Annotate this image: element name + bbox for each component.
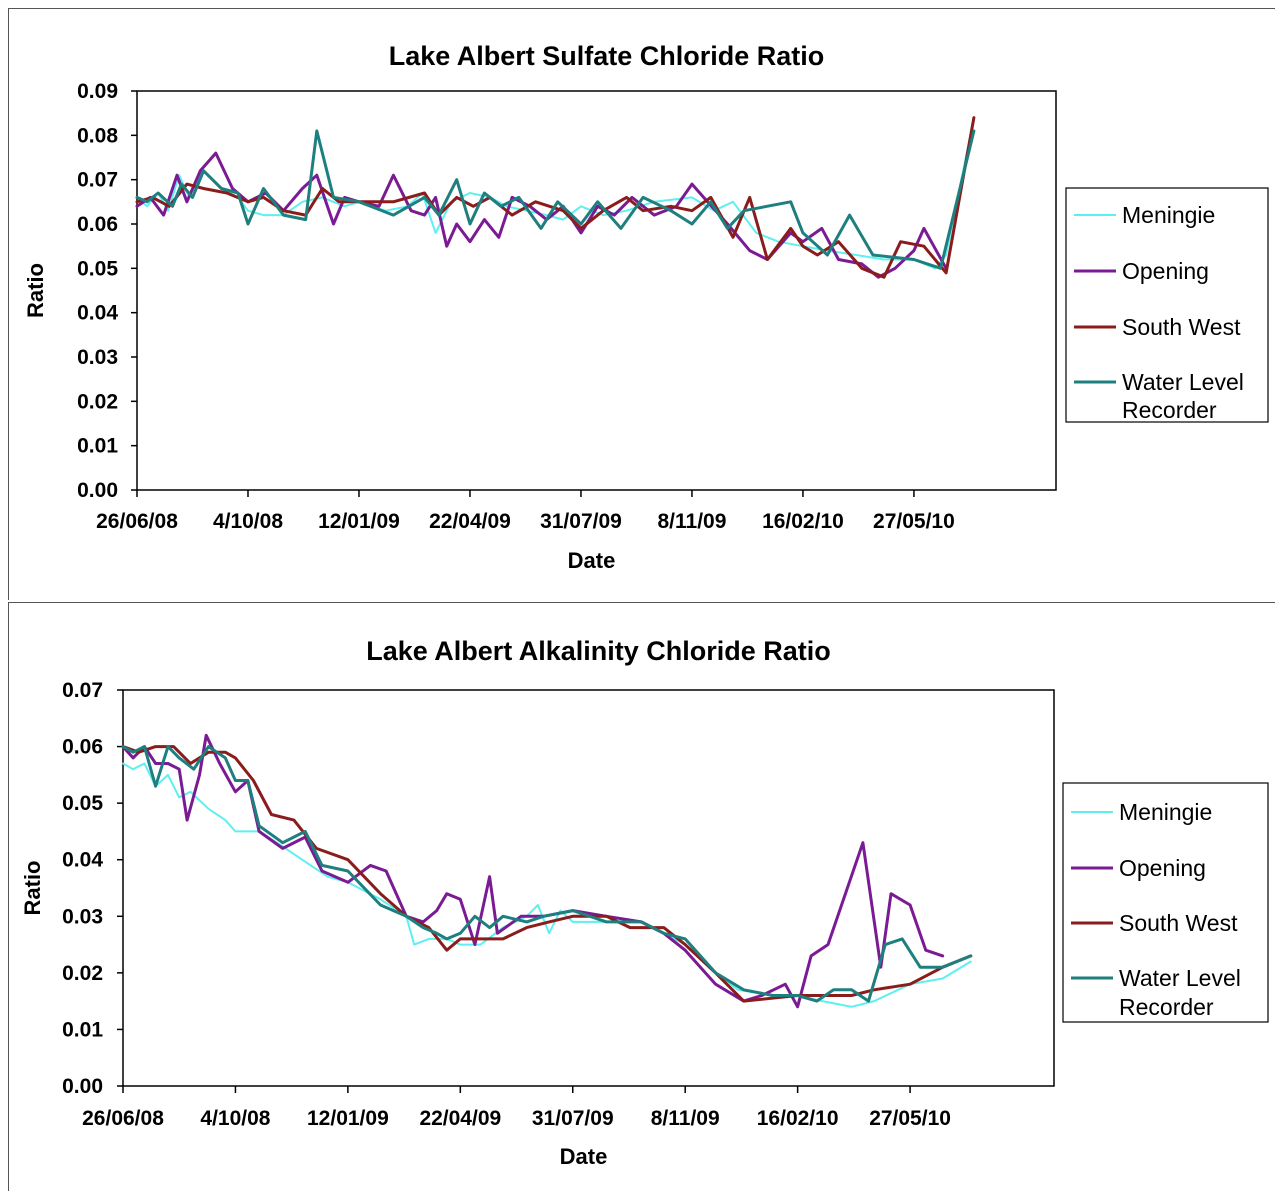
alkalinity-chart-panel: Lake Albert Alkalinity Chloride Ratio 0.0… (0, 602, 1275, 1191)
y-tick-label: 0.00 (77, 479, 118, 502)
x-tick-label: 27/05/10 (873, 510, 955, 533)
y-axis-title: Ratio (20, 861, 45, 916)
chart-title: Lake Albert Sulfate Chloride Ratio (389, 41, 825, 71)
plot-area (136, 90, 1057, 491)
legend-label: Water Level Recorder (1122, 369, 1244, 423)
y-tick-label: 0.07 (62, 679, 103, 702)
x-axis-title: Date (568, 548, 616, 573)
x-tick-label: 16/02/10 (762, 510, 844, 533)
x-tick-label: 4/10/08 (200, 1107, 270, 1130)
series-line-water-level-recorder (121, 745, 973, 1003)
y-tick-label: 0.08 (77, 124, 118, 147)
y-tick-label: 0.05 (77, 257, 118, 280)
panel-frame (8, 602, 1275, 1191)
alkalinity-chloride-chart: Lake Albert Alkalinity Chloride Ratio 0.0… (20, 636, 1269, 1169)
legend-label: South West (1122, 314, 1241, 340)
sulfate-chloride-chart: Lake Albert Sulfate Chloride Ratio 0.00 0.… (23, 41, 1269, 573)
y-tick-label: 0.02 (62, 962, 103, 985)
y-tick-label: 0.06 (62, 736, 103, 759)
y-tick-label: 0.06 (77, 213, 118, 236)
y-tick-label: 0.03 (62, 905, 103, 928)
x-tick-label: 12/01/09 (307, 1107, 389, 1130)
y-tick-label: 0.09 (77, 80, 118, 103)
y-tick-label: 0.01 (62, 1018, 103, 1041)
y-tick-label: 0.05 (62, 792, 103, 815)
series-line-opening (121, 733, 945, 1009)
y-tick-label: 0.07 (77, 169, 118, 192)
x-tick-label: 8/11/09 (657, 510, 726, 533)
y-tick-label: 0.03 (77, 346, 118, 369)
x-tick-label: 31/07/09 (532, 1107, 614, 1130)
legend-label: Opening (1119, 855, 1206, 881)
legend-label: Meningie (1122, 202, 1215, 228)
x-tick-label: 22/04/09 (429, 510, 511, 533)
series-line-water-level-recorder (135, 129, 976, 270)
x-axis-title: Date (560, 1144, 608, 1169)
y-tick-label: 0.04 (62, 849, 103, 872)
y-tick-label: 0.00 (62, 1075, 103, 1098)
y-tick-label: 0.01 (77, 435, 118, 458)
x-tick-label: 4/10/08 (213, 510, 283, 533)
x-tick-label: 22/04/09 (419, 1107, 501, 1130)
chart-title: Lake Albert Alkalinity Chloride Ratio (366, 636, 831, 666)
legend-box (1062, 782, 1269, 1023)
x-tick-label: 8/11/09 (651, 1107, 720, 1130)
y-tick-label: 0.04 (77, 302, 118, 325)
legend-label: Water Level Recorder (1119, 965, 1241, 1020)
x-tick-label: 12/01/09 (318, 510, 400, 533)
x-tick-label: 16/02/10 (757, 1107, 839, 1130)
x-tick-label: 31/07/09 (540, 510, 622, 533)
x-tick-label: 26/06/08 (96, 510, 178, 533)
legend-label: South West (1119, 910, 1238, 936)
legend-label: Meningie (1119, 799, 1212, 825)
x-tick-label: 27/05/10 (869, 1107, 951, 1130)
y-tick-label: 0.02 (77, 390, 118, 413)
y-axis-title: Ratio (23, 263, 48, 318)
x-tick-label: 26/06/08 (82, 1107, 164, 1130)
sulfate-chart-panel: Lake Albert Sulfate Chloride Ratio 0.00 0.… (8, 8, 1275, 600)
panel-frame (8, 8, 1275, 600)
plot-area (122, 689, 1055, 1087)
legend-label: Opening (1122, 258, 1209, 284)
